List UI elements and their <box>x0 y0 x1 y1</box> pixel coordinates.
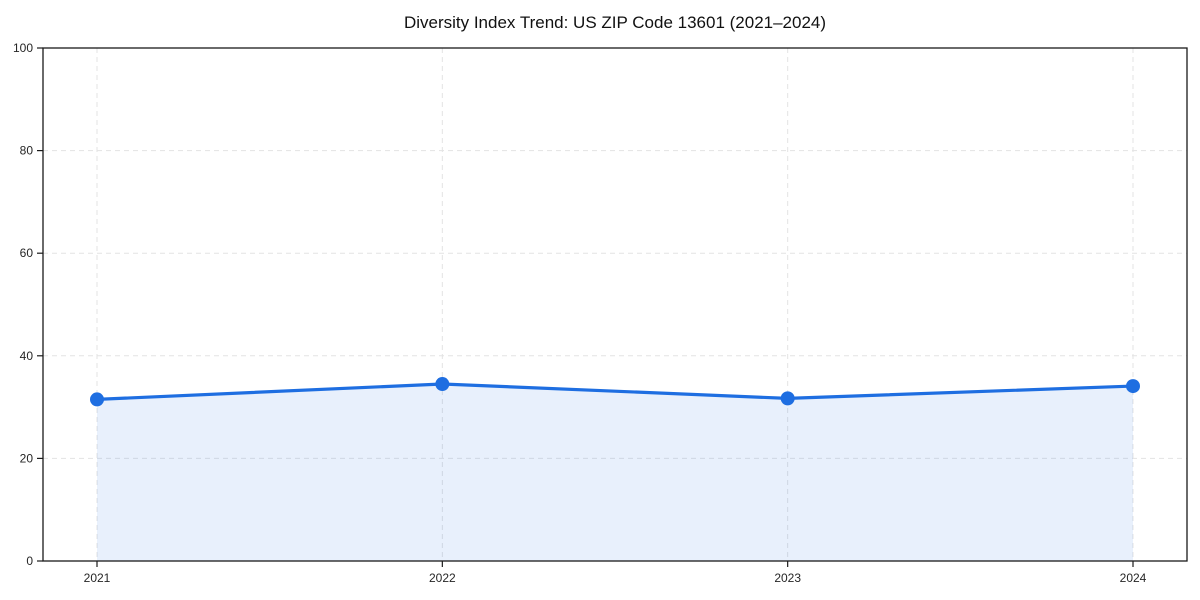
data-point-2024 <box>1126 379 1140 394</box>
y-tick-label: 80 <box>20 144 34 158</box>
y-tick-label: 40 <box>20 349 34 363</box>
y-tick-label: 100 <box>13 41 33 55</box>
x-tick-label: 2023 <box>774 571 801 585</box>
plot-border <box>42 47 1188 562</box>
data-point-2022 <box>435 377 450 392</box>
chart-title: Diversity Index Trend: US ZIP Code 13601… <box>403 13 827 32</box>
data-point-2021 <box>90 392 104 407</box>
x-tick-label: 2022 <box>429 571 456 585</box>
area-fill <box>97 384 1133 561</box>
y-tick-label: 20 <box>20 451 34 465</box>
x-tick-label: 2024 <box>1120 571 1147 585</box>
x-tick-label: 2021 <box>84 571 111 585</box>
data-point-2023 <box>780 391 795 406</box>
y-tick-label: 0 <box>26 554 33 568</box>
trend-line <box>95 382 1135 402</box>
y-tick-label: 60 <box>20 246 34 260</box>
